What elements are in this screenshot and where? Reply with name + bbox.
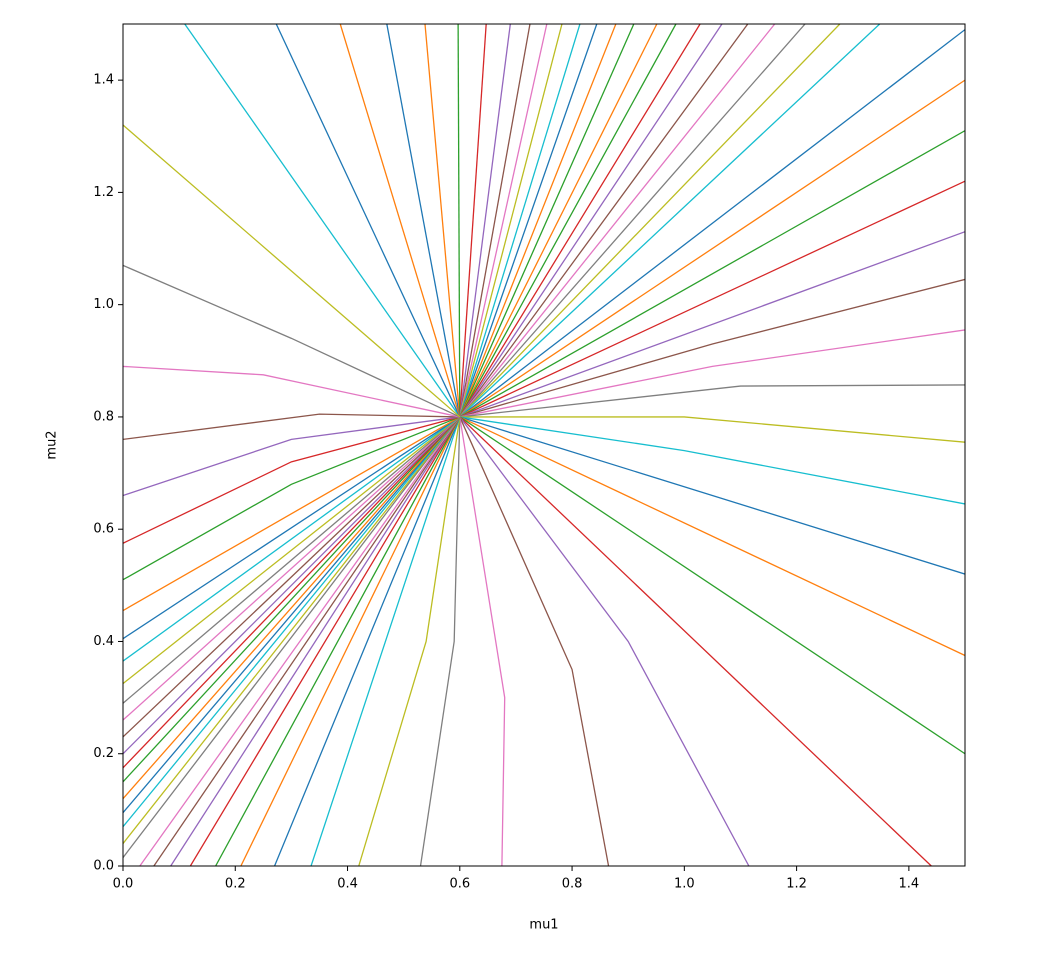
curve <box>424 24 461 417</box>
curve <box>386 24 461 418</box>
curve <box>123 416 460 544</box>
curve <box>184 24 461 418</box>
x-tick-label: 0.4 <box>337 877 358 892</box>
curve <box>123 416 461 828</box>
curve <box>459 416 610 866</box>
x-tick-label: 0.2 <box>225 877 246 892</box>
curve <box>275 24 461 418</box>
x-tick-label: 0.8 <box>562 877 583 892</box>
curve <box>123 416 461 685</box>
y-tick-label: 0.6 <box>93 522 114 537</box>
curve <box>459 24 487 417</box>
curve <box>123 416 461 800</box>
curve <box>170 416 461 866</box>
y-tick-label: 0.8 <box>93 409 114 424</box>
curve <box>123 413 460 441</box>
curve <box>215 416 461 866</box>
curve <box>459 29 965 418</box>
curve <box>459 24 776 418</box>
curve <box>123 124 461 418</box>
curve <box>123 416 461 704</box>
y-tick-label: 1.4 <box>93 73 114 88</box>
curve <box>123 416 461 612</box>
curve <box>339 24 461 418</box>
curve <box>459 24 723 418</box>
curve <box>459 24 677 418</box>
curve <box>123 416 461 721</box>
curve <box>459 416 750 866</box>
curve <box>459 180 965 418</box>
y-tick-label: 0.0 <box>93 859 114 874</box>
curve <box>459 24 635 418</box>
x-tick-label: 0.0 <box>113 877 134 892</box>
curve <box>459 416 965 657</box>
curve <box>123 416 461 858</box>
curve <box>459 24 598 418</box>
curve <box>459 24 563 418</box>
curve <box>123 416 461 640</box>
curve <box>123 416 460 497</box>
curve <box>459 416 965 443</box>
curve <box>153 416 461 866</box>
curve <box>459 416 506 866</box>
curve <box>459 24 701 418</box>
y-tick-label: 1.2 <box>93 185 114 200</box>
curve <box>459 24 658 418</box>
curve <box>123 416 461 814</box>
curve <box>459 24 511 418</box>
curve <box>459 24 749 418</box>
curve <box>419 416 461 866</box>
curve <box>358 416 461 866</box>
curve <box>459 130 965 418</box>
curve <box>459 416 965 505</box>
curve <box>139 416 461 866</box>
curve <box>459 416 965 575</box>
curve <box>123 416 461 783</box>
curve <box>123 416 461 662</box>
curve <box>459 416 965 755</box>
curve <box>459 24 881 418</box>
curve <box>459 24 581 418</box>
curve <box>240 416 461 866</box>
curve <box>459 278 965 418</box>
curve <box>459 416 932 866</box>
curve <box>459 24 841 418</box>
curve <box>123 416 461 755</box>
curve <box>459 24 531 418</box>
curve <box>123 416 461 844</box>
x-tick-label: 0.6 <box>449 877 470 892</box>
plot-lines <box>123 24 965 866</box>
y-tick-label: 0.4 <box>93 634 114 649</box>
y-tick-label: 1.0 <box>93 297 114 312</box>
curve <box>459 24 548 418</box>
curve <box>310 416 461 866</box>
curve <box>123 264 461 418</box>
x-tick-label: 1.2 <box>786 877 807 892</box>
curve <box>123 365 460 418</box>
y-tick-label: 0.2 <box>93 746 114 761</box>
curve <box>459 384 965 418</box>
curve <box>459 24 806 418</box>
curve <box>459 79 965 418</box>
x-axis-label: mu1 <box>529 918 558 933</box>
curve <box>459 329 965 418</box>
curve <box>123 416 461 738</box>
y-axis-label: mu2 <box>45 430 60 459</box>
curve <box>459 24 617 418</box>
axes-frame <box>122 23 966 867</box>
curve <box>457 24 461 417</box>
curve <box>189 416 461 866</box>
curve <box>123 416 461 769</box>
curve <box>123 416 461 581</box>
x-tick-label: 1.0 <box>674 877 695 892</box>
curve <box>459 231 965 418</box>
curve <box>273 416 461 866</box>
x-tick-label: 1.4 <box>899 877 920 892</box>
